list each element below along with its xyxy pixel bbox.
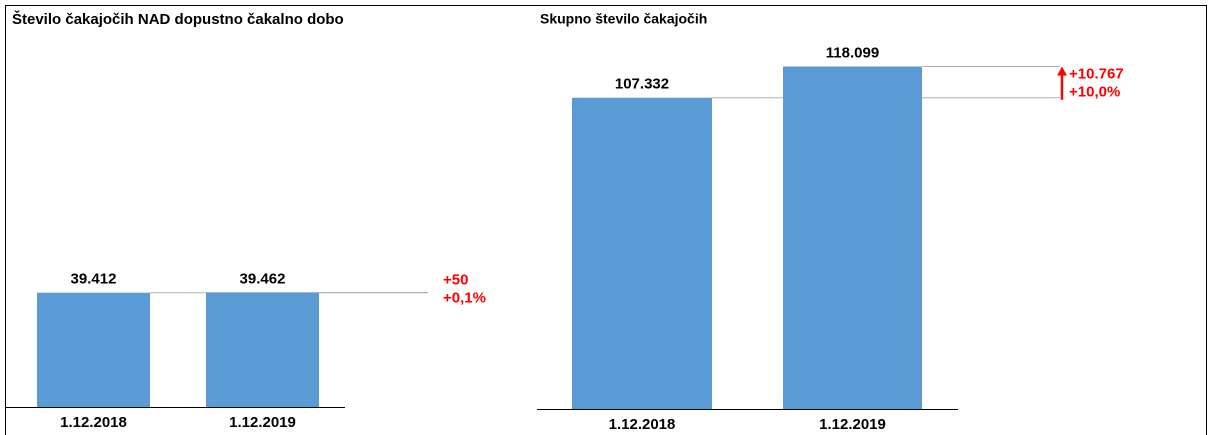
x-tick-label: 1.12.2019 bbox=[229, 414, 296, 431]
x-tick-label: 1.12.2018 bbox=[60, 414, 127, 431]
bar bbox=[572, 97, 712, 410]
bar bbox=[206, 292, 319, 407]
chart-title: Skupno število čakajočih bbox=[540, 11, 707, 27]
bar bbox=[37, 292, 150, 407]
value-label: 118.099 bbox=[826, 44, 879, 61]
bar bbox=[783, 66, 922, 409]
frame bbox=[5, 5, 1207, 435]
value-label: 107.332 bbox=[615, 76, 669, 93]
change-annotation: +50 bbox=[443, 272, 468, 289]
x-tick-label: 1.12.2018 bbox=[609, 416, 676, 433]
value-label: 39.462 bbox=[240, 271, 286, 288]
change-annotation: +10,0% bbox=[1069, 83, 1120, 100]
value-label: 39.412 bbox=[71, 271, 117, 288]
chart-title: Število čakajočih NAD dopustno čakalno d… bbox=[12, 10, 344, 28]
x-tick-label: 1.12.2019 bbox=[819, 416, 886, 433]
change-arrow-head bbox=[1057, 66, 1067, 76]
change-annotation: +10.767 bbox=[1069, 65, 1124, 82]
change-annotation: +0,1% bbox=[443, 290, 486, 307]
